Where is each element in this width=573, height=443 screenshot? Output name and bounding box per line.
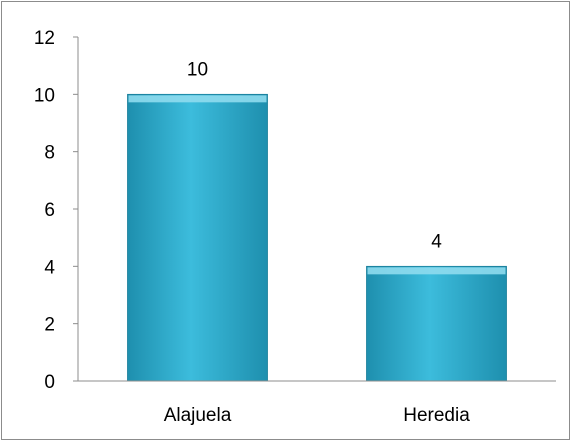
y-tick-label: 0 [44,372,55,393]
bar-top-bevel [128,95,267,103]
y-tick-label: 12 [34,28,55,49]
y-tick-label: 10 [34,85,55,106]
y-tick-label: 2 [44,315,55,336]
bars [127,93,507,382]
labels: 10 Alajuela 4 Heredia [164,59,471,426]
x-category-label: Heredia [403,405,470,426]
bar-alajuela [127,93,268,382]
y-tick-label: 4 [44,257,55,278]
data-label-heredia: 4 [431,231,442,252]
y-tick-label: 8 [44,143,55,164]
bar-top-bevel [367,267,506,275]
data-label-alajuela: 10 [187,59,208,80]
y-axis-ticks: 0 2 4 6 8 10 12 [34,28,78,393]
bar-heredia [366,265,507,382]
x-category-label: Alajuela [164,405,232,426]
y-tick-label: 6 [44,200,55,221]
